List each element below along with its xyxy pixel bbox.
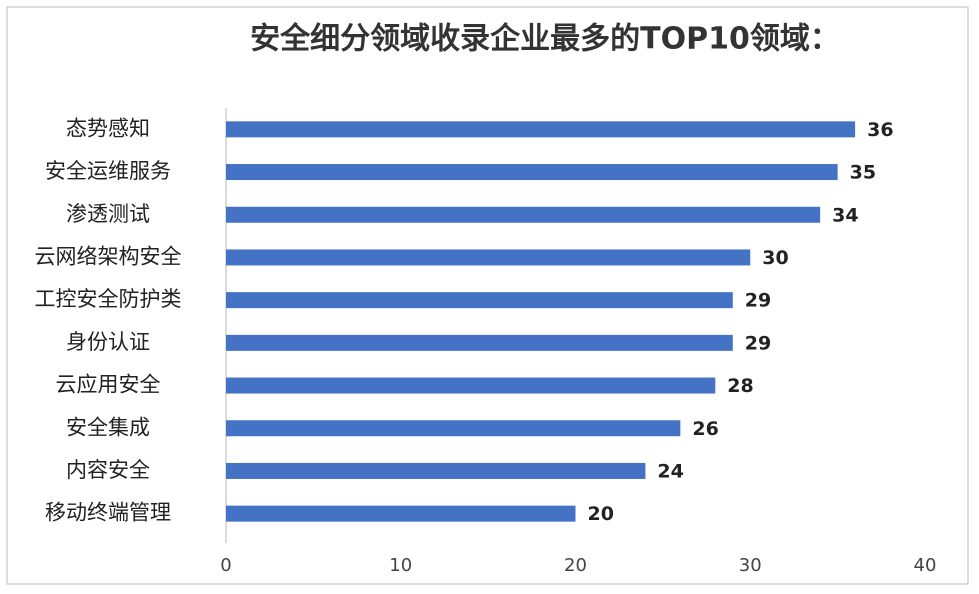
bar: [226, 420, 681, 437]
bar: [226, 462, 646, 479]
y-tick-label: 安全集成: [66, 415, 150, 439]
x-tick-label: 20: [564, 555, 587, 576]
bar: [226, 121, 856, 138]
value-label: 29: [745, 290, 771, 312]
value-label: 36: [867, 119, 893, 141]
bar: [226, 164, 838, 181]
y-tick-label: 云应用安全: [56, 373, 161, 397]
x-tick-label: 0: [220, 555, 231, 576]
value-label: 28: [727, 375, 753, 397]
y-tick-label: 云网络架构安全: [35, 244, 182, 268]
x-tick-label: 10: [389, 555, 412, 576]
bar: [226, 206, 821, 223]
value-label: 24: [657, 460, 683, 482]
y-tick-label: 渗透测试: [66, 202, 150, 226]
chart-title: 安全细分领域收录企业最多的TOP10领域：: [250, 22, 840, 57]
bar: [226, 292, 733, 309]
y-tick-label: 移动终端管理: [45, 501, 171, 525]
y-tick-label: 工控安全防护类: [35, 287, 182, 311]
value-label: 34: [832, 204, 858, 226]
y-tick-label: 态势感知: [66, 116, 150, 140]
value-label: 20: [588, 503, 614, 525]
y-tick-label: 安全运维服务: [45, 159, 171, 183]
x-tick-label: 30: [739, 555, 762, 576]
value-label: 35: [850, 162, 876, 184]
value-label: 26: [692, 418, 718, 440]
bar: [226, 249, 751, 266]
value-label: 29: [745, 332, 771, 354]
bar: [226, 505, 576, 522]
bar: [226, 377, 716, 394]
bar: [226, 334, 733, 351]
x-tick-label: 40: [914, 555, 937, 576]
value-label: 30: [762, 247, 788, 269]
y-tick-label: 内容安全: [66, 458, 150, 482]
y-tick-label: 身份认证: [66, 330, 150, 354]
